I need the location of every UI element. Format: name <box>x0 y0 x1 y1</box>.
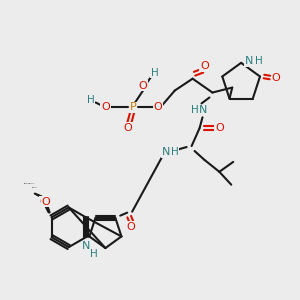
Text: H: H <box>191 105 199 116</box>
Text: N: N <box>82 242 91 251</box>
Text: H: H <box>151 68 159 78</box>
Text: O: O <box>272 74 280 83</box>
Text: O: O <box>154 102 162 112</box>
Text: N: N <box>199 105 208 116</box>
Text: O: O <box>124 123 133 133</box>
Text: N: N <box>162 147 170 157</box>
Text: O: O <box>127 221 136 232</box>
Text: N: N <box>245 56 253 66</box>
Text: methoxy: methoxy <box>32 186 38 188</box>
Text: H: H <box>87 95 94 106</box>
Text: H: H <box>255 56 263 66</box>
Text: O: O <box>215 123 224 133</box>
Text: methoxy: methoxy <box>24 182 30 184</box>
Text: O: O <box>139 81 147 91</box>
Text: O: O <box>39 196 48 206</box>
Text: O: O <box>41 196 50 206</box>
Text: O: O <box>101 102 110 112</box>
Text: O: O <box>200 61 209 71</box>
Text: P: P <box>130 102 136 112</box>
Text: H: H <box>171 147 178 157</box>
Text: H: H <box>91 249 98 259</box>
Text: methoxy: methoxy <box>29 182 35 184</box>
